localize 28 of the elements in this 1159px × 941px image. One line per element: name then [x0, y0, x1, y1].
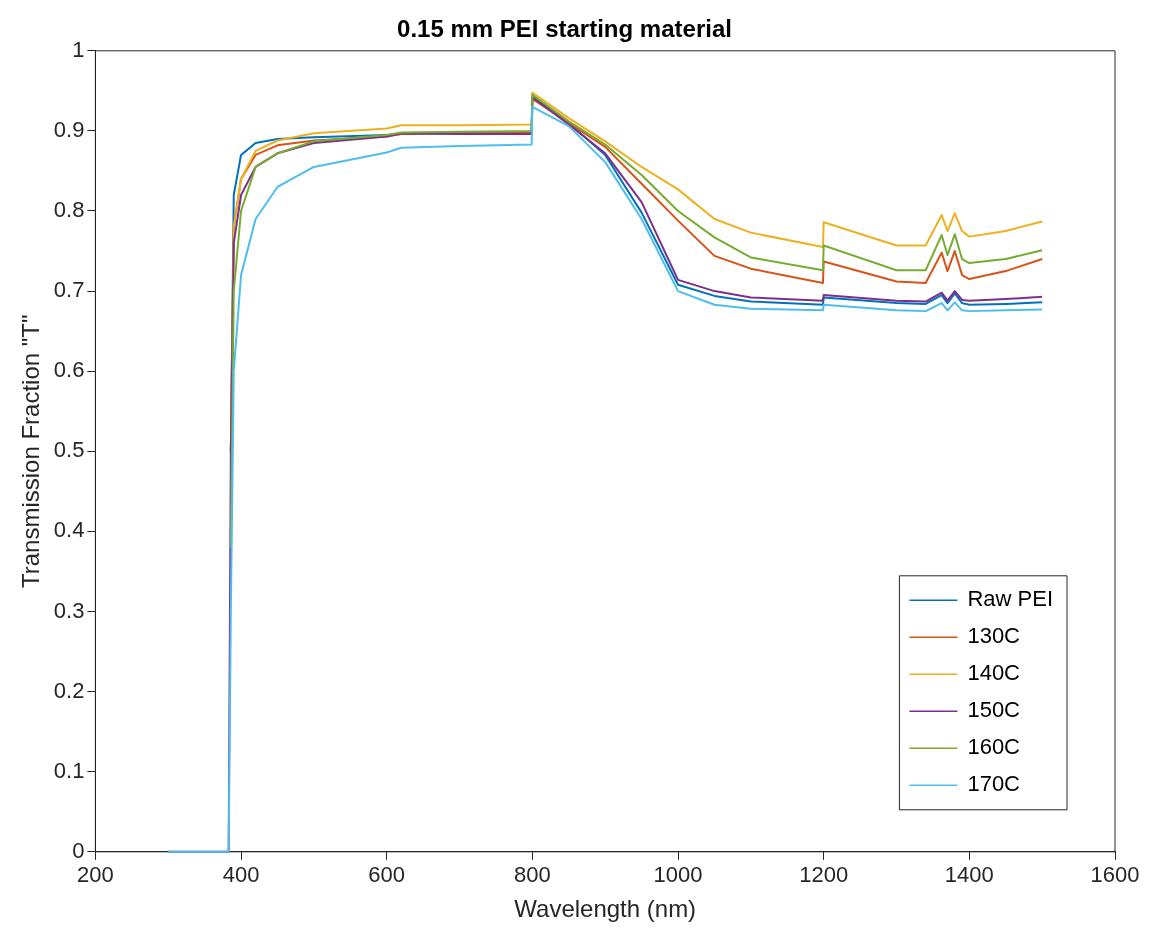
- y-tick-label: 0.6: [53, 357, 85, 383]
- x-tick-label: 1400: [944, 862, 994, 888]
- y-tick-label: 0.9: [53, 116, 85, 142]
- x-tick-label: 1000: [653, 862, 703, 888]
- legend-label: 130C: [967, 623, 1021, 649]
- x-tick-label: 200: [77, 862, 114, 888]
- y-tick-label: 0.7: [53, 277, 85, 303]
- x-tick-label: 1600: [1090, 862, 1140, 888]
- legend-label: 160C: [967, 734, 1021, 760]
- y-tick-label: 0.5: [53, 437, 85, 463]
- y-tick-label: 0.1: [53, 757, 85, 783]
- x-tick-label: 1200: [799, 862, 849, 888]
- legend-label: 170C: [967, 771, 1021, 797]
- y-tick-label: 0.8: [53, 197, 85, 223]
- x-tick-label: 400: [222, 862, 260, 888]
- x-tick-label: 800: [514, 862, 551, 888]
- legend-label: Raw PEI: [967, 586, 1054, 612]
- chart-title: 0.15 mm PEI starting material: [397, 15, 732, 43]
- legend-label: 150C: [967, 697, 1021, 723]
- y-tick-label: 0.3: [53, 597, 85, 623]
- y-tick-label: 0: [72, 837, 85, 863]
- x-axis-title: Wavelength (nm): [514, 895, 697, 923]
- y-tick-label: 0.4: [53, 517, 85, 543]
- legend-label: 140C: [967, 660, 1021, 686]
- x-tick-label: 600: [368, 862, 406, 888]
- y-axis-title: Transmission Fraction "T": [17, 314, 45, 589]
- y-tick-label: 1: [72, 36, 85, 62]
- y-tick-label: 0.2: [53, 677, 85, 703]
